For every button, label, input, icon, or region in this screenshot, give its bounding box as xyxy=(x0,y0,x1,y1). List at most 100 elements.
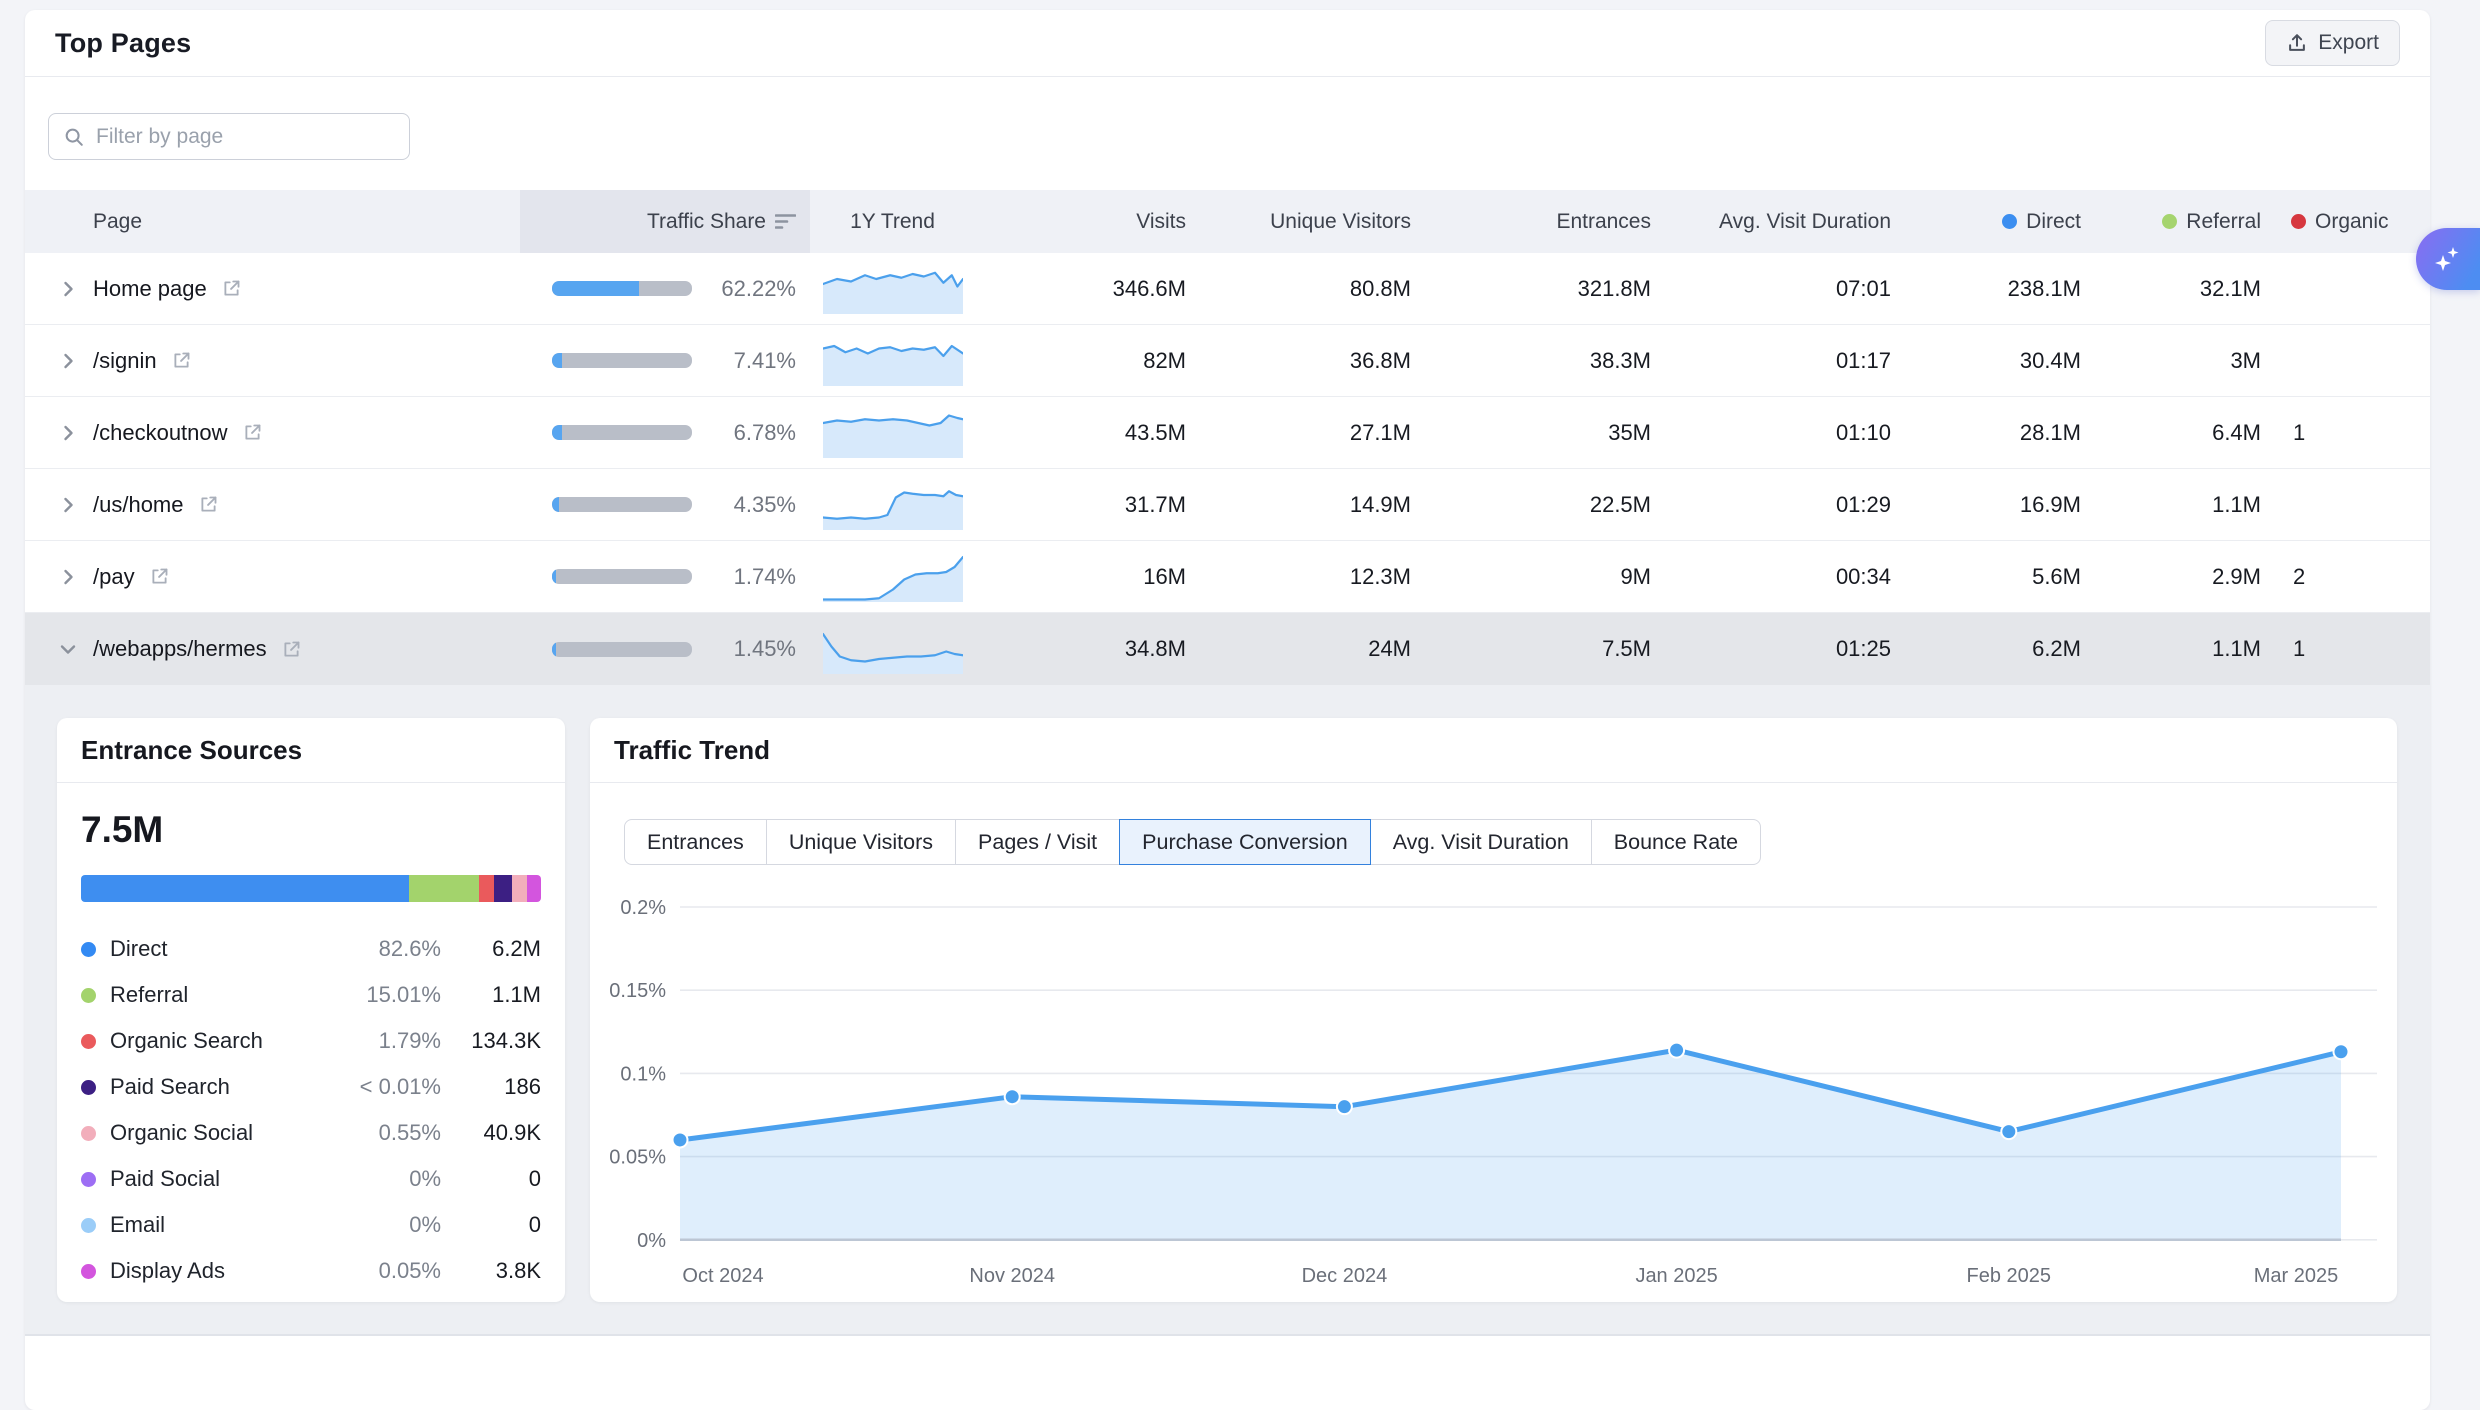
col-header-direct[interactable]: Direct xyxy=(1905,190,2095,253)
legend-label: Organic Search xyxy=(110,1028,297,1054)
legend-percent: 0.05% xyxy=(311,1258,441,1284)
traffic-share-bar xyxy=(552,353,692,368)
traffic-share-bar xyxy=(552,642,692,657)
page-name: /pay xyxy=(93,564,135,590)
x-tick-label: Nov 2024 xyxy=(969,1265,1055,1283)
tab-purchase-conversion[interactable]: Purchase Conversion xyxy=(1119,819,1371,865)
direct-entrances-cell: 5.6M xyxy=(1905,564,2095,590)
external-link-icon[interactable] xyxy=(149,566,171,588)
data-point[interactable] xyxy=(2334,1044,2349,1059)
unique-visitors-cell: 12.3M xyxy=(1200,564,1425,590)
traffic-trend-card: Traffic Trend EntrancesUnique VisitorsPa… xyxy=(590,718,2397,1302)
table-row[interactable]: /checkoutnow6.78%43.5M27.1M35M01:1028.1M… xyxy=(25,397,2430,469)
tab-bounce-rate[interactable]: Bounce Rate xyxy=(1591,819,1761,865)
avg-visit-duration-cell: 00:34 xyxy=(1665,564,1905,590)
traffic-share-bar xyxy=(552,281,692,296)
data-point[interactable] xyxy=(1669,1043,1684,1058)
referral-entrances-cell: 1.1M xyxy=(2095,636,2275,662)
tab-unique-visitors[interactable]: Unique Visitors xyxy=(766,819,956,865)
data-point[interactable] xyxy=(1005,1089,1020,1104)
tab-entrances[interactable]: Entrances xyxy=(624,819,767,865)
organic-entrances-cell: 1 xyxy=(2275,420,2430,446)
chevron-right-icon[interactable] xyxy=(55,276,81,302)
referral-entrances-cell: 6.4M xyxy=(2095,420,2275,446)
top-pages-card: Top Pages Export Page Traffic Share xyxy=(25,10,2430,1410)
direct-entrances-cell: 30.4M xyxy=(1905,348,2095,374)
col-header-referral[interactable]: Referral xyxy=(2095,190,2275,253)
traffic-share-value: 1.74% xyxy=(708,564,796,590)
col-header-avg-visit-duration[interactable]: Avg. Visit Duration xyxy=(1665,190,1905,253)
table-row[interactable]: /signin7.41%82M36.8M38.3M01:1730.4M3M xyxy=(25,325,2430,397)
table-row[interactable]: /webapps/hermes1.45%34.8M24M7.5M01:256.2… xyxy=(25,613,2430,685)
organic-entrances-cell: 2 xyxy=(2275,564,2430,590)
search-icon xyxy=(63,126,85,148)
filter-bar xyxy=(25,77,2430,190)
legend-label: Referral xyxy=(110,982,297,1008)
table-row[interactable]: /us/home4.35%31.7M14.9M22.5M01:2916.9M1.… xyxy=(25,469,2430,541)
legend-dot xyxy=(81,1218,96,1233)
bar-segment-referral xyxy=(409,875,479,902)
col-header-traffic-share[interactable]: Traffic Share xyxy=(520,190,810,253)
y-tick-label: 0.2% xyxy=(620,897,666,919)
page-name: /checkoutnow xyxy=(93,420,228,446)
visits-cell: 346.6M xyxy=(975,276,1200,302)
legend-percent: 0.55% xyxy=(311,1120,441,1146)
external-link-icon[interactable] xyxy=(281,638,303,660)
col-header-organic[interactable]: Organic xyxy=(2275,190,2430,253)
col-header-visits[interactable]: Visits xyxy=(975,190,1200,253)
data-point[interactable] xyxy=(2001,1124,2016,1139)
chevron-right-icon[interactable] xyxy=(55,492,81,518)
visits-cell: 43.5M xyxy=(975,420,1200,446)
legend-percent: 0% xyxy=(311,1166,441,1192)
export-icon xyxy=(2286,32,2308,54)
avg-visit-duration-cell: 07:01 xyxy=(1665,276,1905,302)
legend-row: Organic Social 0.55% 40.9K xyxy=(81,1110,541,1156)
traffic-trend-title: Traffic Trend xyxy=(590,718,2397,782)
col-header-entrances[interactable]: Entrances xyxy=(1425,190,1665,253)
chevron-right-icon[interactable] xyxy=(55,564,81,590)
col-header-page[interactable]: Page xyxy=(25,190,520,253)
referral-entrances-cell: 1.1M xyxy=(2095,492,2275,518)
direct-entrances-cell: 16.9M xyxy=(1905,492,2095,518)
external-link-icon[interactable] xyxy=(221,278,243,300)
legend-row: Display Ads0.05%3.8K xyxy=(81,1248,541,1294)
trend-sparkline xyxy=(810,336,975,386)
export-button[interactable]: Export xyxy=(2265,20,2400,66)
legend-label: Direct xyxy=(110,936,297,962)
tab-avg-visit-duration[interactable]: Avg. Visit Duration xyxy=(1370,819,1592,865)
col-header-unique-visitors[interactable]: Unique Visitors xyxy=(1200,190,1425,253)
card-header: Top Pages Export xyxy=(25,10,2430,76)
data-point[interactable] xyxy=(1337,1099,1352,1114)
traffic-share-cell: 4.35% xyxy=(520,492,810,518)
external-link-icon[interactable] xyxy=(198,494,220,516)
trend-sparkline xyxy=(810,408,975,458)
data-point[interactable] xyxy=(673,1132,688,1147)
traffic-share-value: 7.41% xyxy=(708,348,796,374)
external-link-icon[interactable] xyxy=(242,422,264,444)
ai-assistant-button[interactable] xyxy=(2416,228,2480,290)
legend-dot xyxy=(81,942,96,957)
traffic-share-bar xyxy=(552,569,692,584)
legend-value: 186 xyxy=(455,1074,541,1100)
col-header-1y-trend[interactable]: 1Y Trend xyxy=(810,190,975,253)
legend-value: 134.3K xyxy=(455,1028,541,1054)
legend-value: 40.9K xyxy=(455,1120,541,1146)
tab-pages-visit[interactable]: Pages / Visit xyxy=(955,819,1120,865)
filter-by-page-input[interactable] xyxy=(96,125,395,149)
chevron-down-icon[interactable] xyxy=(55,636,81,662)
organic-entrances-cell: 1 xyxy=(2275,636,2430,662)
table-row[interactable]: /pay1.74%16M12.3M9M00:345.6M2.9M2 xyxy=(25,541,2430,613)
bar-segment-display-ads xyxy=(527,875,541,902)
legend-dot xyxy=(81,1034,96,1049)
chevron-right-icon[interactable] xyxy=(55,420,81,446)
legend-label: Organic Social xyxy=(110,1120,297,1146)
direct-legend-dot xyxy=(2002,214,2017,229)
table-row[interactable]: Home page62.22%346.6M80.8M321.8M07:01238… xyxy=(25,253,2430,325)
legend-value: 3.8K xyxy=(455,1258,541,1284)
external-link-icon[interactable] xyxy=(171,350,193,372)
chevron-right-icon[interactable] xyxy=(55,348,81,374)
entrance-sources-legend: Direct82.6%6.2MReferral15.01%1.1MOrganic… xyxy=(81,926,541,1294)
page-title: Top Pages xyxy=(55,28,191,59)
traffic-share-cell: 62.22% xyxy=(520,276,810,302)
legend-row: Direct82.6%6.2M xyxy=(81,926,541,972)
